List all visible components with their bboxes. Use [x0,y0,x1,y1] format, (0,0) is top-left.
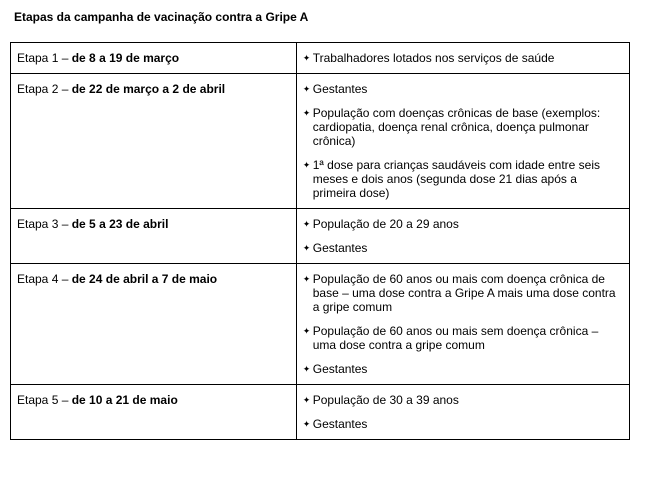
stage-dates: de 22 de março a 2 de abril [72,82,225,96]
list-item: 1ª dose para crianças saudáveis com idad… [303,158,623,200]
list-item: Gestantes [303,362,623,376]
table-row: Etapa 4 – de 24 de abril a 7 de maioPopu… [11,264,630,385]
groups-cell: População de 20 a 29 anos Gestantes [296,209,629,264]
list-item: Gestantes [303,241,623,255]
stage-label: Etapa 2 – [17,82,72,96]
stage-dates: de 10 a 21 de maio [72,393,178,407]
table-row: Etapa 1 – de 8 a 19 de março Trabalhadore… [11,43,630,74]
list-item: População de 60 anos ou mais com doença … [303,272,623,314]
stage-label: Etapa 3 – [17,217,72,231]
stage-label: Etapa 4 – [17,272,72,286]
groups-list: População de 60 anos ou mais com doença … [303,272,623,376]
table-row: Etapa 2 – de 22 de março a 2 de abrilGes… [11,74,630,209]
list-item: População de 30 a 39 anos [303,393,623,407]
groups-cell: Gestantes População com doenças crônicas … [296,74,629,209]
stage-cell: Etapa 5 – de 10 a 21 de maio [11,385,297,440]
list-item: População com doenças crônicas de base (… [303,106,623,148]
campaign-table: Etapa 1 – de 8 a 19 de março Trabalhadore… [10,42,630,440]
list-item: População de 60 anos ou mais sem doença … [303,324,623,352]
groups-list: Gestantes População com doenças crônicas … [303,82,623,200]
stage-cell: Etapa 1 – de 8 a 19 de março [11,43,297,74]
table-row: Etapa 5 – de 10 a 21 de maioPopulação de… [11,385,630,440]
stage-dates: de 5 a 23 de abril [72,217,169,231]
groups-list: População de 20 a 29 anos Gestantes [303,217,623,255]
stage-label: Etapa 5 – [17,393,72,407]
stage-label: Etapa 1 – [17,51,72,65]
list-item: Gestantes [303,82,623,96]
page-title: Etapas da campanha de vacinação contra a… [14,10,638,24]
stage-cell: Etapa 3 – de 5 a 23 de abril [11,209,297,264]
groups-cell: População de 60 anos ou mais com doença … [296,264,629,385]
list-item: População de 20 a 29 anos [303,217,623,231]
groups-list: População de 30 a 39 anos Gestantes [303,393,623,431]
list-item: Gestantes [303,417,623,431]
groups-cell: Trabalhadores lotados nos serviços de sa… [296,43,629,74]
stage-cell: Etapa 4 – de 24 de abril a 7 de maio [11,264,297,385]
stage-dates: de 24 de abril a 7 de maio [72,272,217,286]
groups-cell: População de 30 a 39 anos Gestantes [296,385,629,440]
table-row: Etapa 3 – de 5 a 23 de abrilPopulação de… [11,209,630,264]
groups-list: Trabalhadores lotados nos serviços de sa… [303,51,623,65]
stage-cell: Etapa 2 – de 22 de março a 2 de abril [11,74,297,209]
list-item: Trabalhadores lotados nos serviços de sa… [303,51,623,65]
stage-dates: de 8 a 19 de março [72,51,179,65]
